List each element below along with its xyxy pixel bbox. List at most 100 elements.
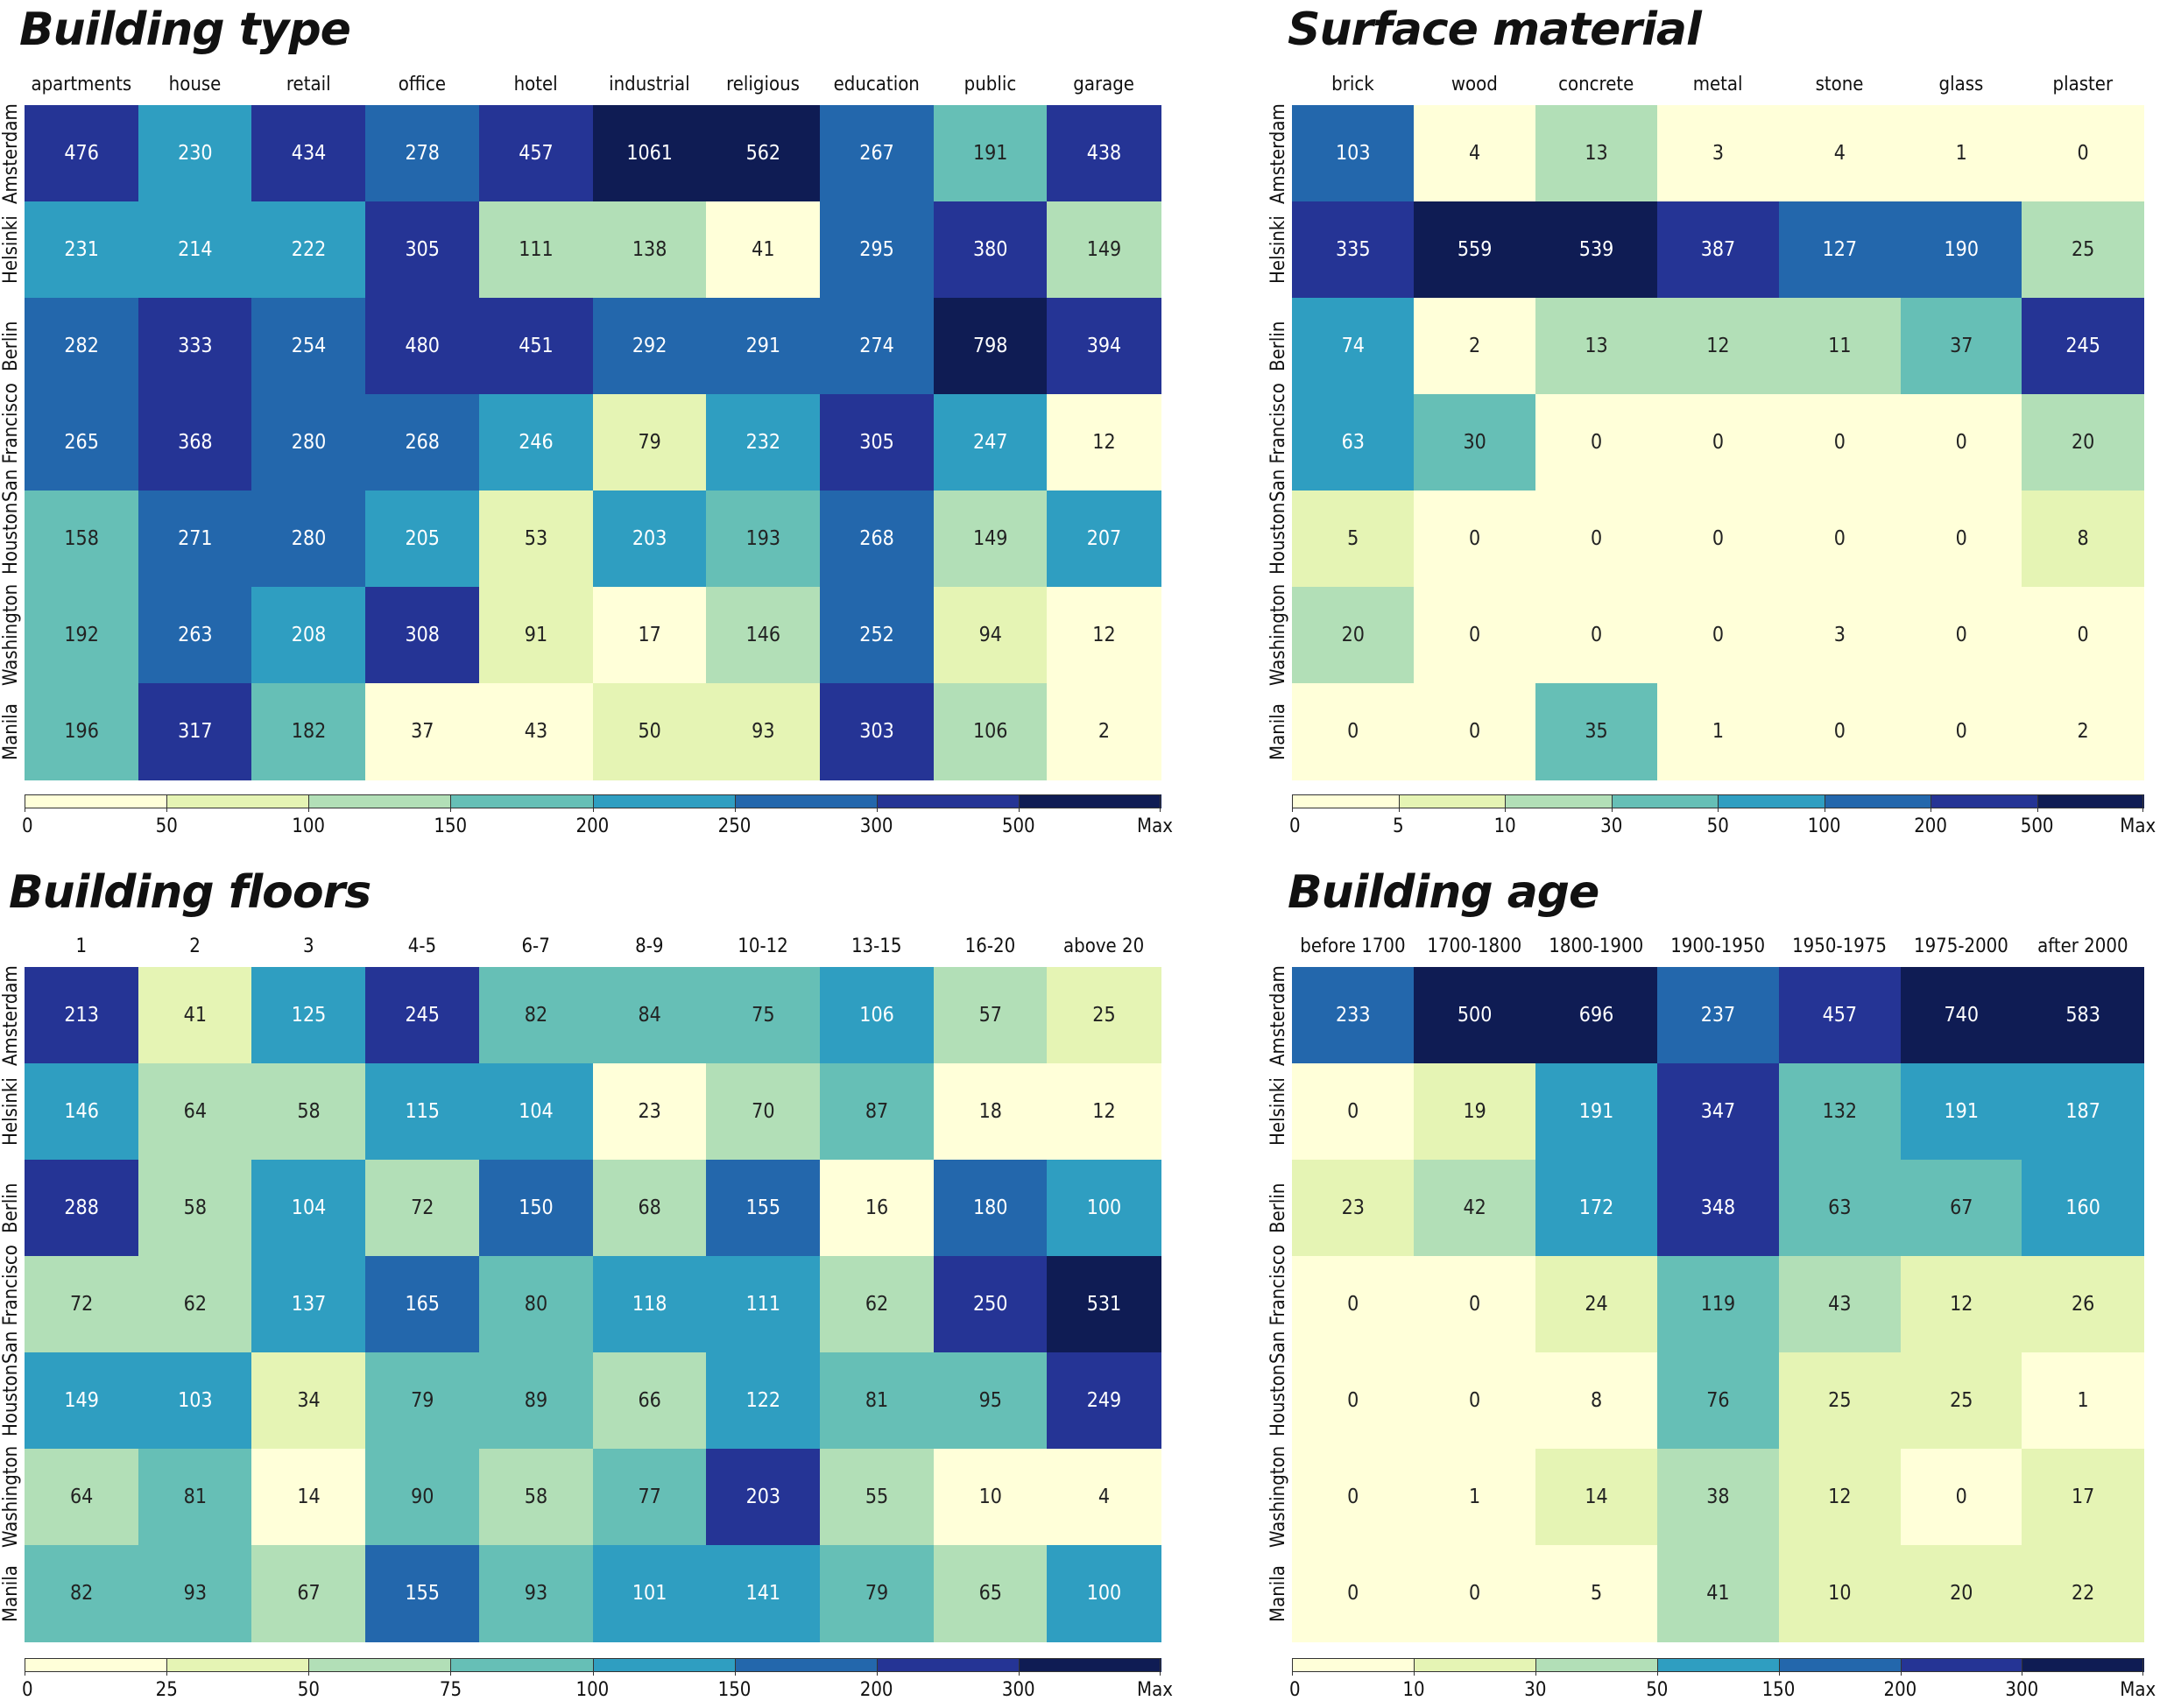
heatmap-cell: 106 xyxy=(819,967,935,1064)
heatmap-cell: 0 xyxy=(1900,587,2022,684)
heatmap-cell: 64 xyxy=(138,1063,252,1161)
row-label: San Francisco xyxy=(0,383,22,502)
heatmap-cell: 2 xyxy=(2022,683,2144,780)
colorbar-swatch xyxy=(1292,794,1400,808)
colorbar-tick xyxy=(734,794,736,812)
colorbar-swatch xyxy=(1018,1658,1161,1672)
heatmap-cell: 222 xyxy=(251,201,366,299)
heatmap-cell: 79 xyxy=(819,1545,935,1642)
colorbar-tick-label: 50 xyxy=(1646,1679,1669,1701)
heatmap-cell: 12 xyxy=(1047,587,1161,684)
heatmap-cell: 68 xyxy=(592,1160,707,1257)
heatmap-cell: 4 xyxy=(1778,105,1902,202)
heatmap-cell: 58 xyxy=(138,1160,252,1257)
heatmap-cell: 10 xyxy=(933,1449,1048,1546)
colorbar-tick-label: 150 xyxy=(717,1679,752,1701)
row-label: Helsinki xyxy=(0,215,22,284)
colorbar-tick-label: 0 xyxy=(22,815,33,837)
column-label: industrial xyxy=(609,74,690,95)
heatmap-cell: 0 xyxy=(1413,1545,1536,1642)
heatmap-cell: 457 xyxy=(478,105,594,202)
column-label: apartments xyxy=(31,74,132,95)
colorbar-tick-label: 100 xyxy=(1807,815,1841,837)
heatmap-cell: 138 xyxy=(592,201,707,299)
column-label: wood xyxy=(1451,74,1498,95)
colorbar-swatch xyxy=(308,794,451,808)
heatmap-cell: 274 xyxy=(819,298,935,395)
heatmap-cell: 111 xyxy=(478,201,594,299)
row-label: Washington xyxy=(0,583,22,686)
colorbar-tick-label: 0 xyxy=(1289,815,1301,837)
colorbar-swatch xyxy=(450,1658,593,1672)
heatmap-cell: 55 xyxy=(819,1449,935,1546)
colorbar-swatch xyxy=(1778,1658,1901,1672)
row-label: Berlin xyxy=(1267,321,1289,371)
heatmap-cell: 155 xyxy=(365,1545,480,1642)
heatmap-cell: 89 xyxy=(478,1352,594,1450)
column-label: 8-9 xyxy=(635,935,664,957)
heatmap-cell: 295 xyxy=(819,201,935,299)
column-label: 13-15 xyxy=(851,935,902,957)
row-label: Houston xyxy=(0,1364,22,1436)
colorbar-tick-label: 150 xyxy=(1761,1679,1796,1701)
colorbar-tick-label: Max xyxy=(1137,815,1173,837)
column-label: education xyxy=(833,74,920,95)
colorbar-swatch xyxy=(450,794,593,808)
heatmap-cell: 193 xyxy=(706,491,821,588)
heatmap-cell: 333 xyxy=(138,298,252,395)
heatmap-cell: 271 xyxy=(138,491,252,588)
colorbar-swatch xyxy=(166,1658,309,1672)
heatmap-cell: 93 xyxy=(706,683,821,780)
heatmap-cell: 0 xyxy=(1900,394,2022,491)
colorbar-swatch xyxy=(734,794,878,808)
heatmap-cell: 25 xyxy=(1778,1352,1902,1450)
heatmap-cell: 268 xyxy=(365,394,480,491)
heatmap-cell: 165 xyxy=(365,1256,480,1353)
heatmap-cell: 476 xyxy=(25,105,139,202)
heatmap-cell: 125 xyxy=(251,967,366,1064)
heatmap-cell: 280 xyxy=(251,394,366,491)
colorbar-tick xyxy=(1398,794,1400,812)
column-label: 4-5 xyxy=(407,935,437,957)
heatmap-cell: 67 xyxy=(1900,1160,2022,1257)
column-label: office xyxy=(398,74,447,95)
heatmap-cell: 106 xyxy=(933,683,1048,780)
heatmap-cell: 187 xyxy=(2022,1063,2144,1161)
column-label: 1700-1800 xyxy=(1427,935,1522,957)
heatmap-cell: 75 xyxy=(706,967,821,1064)
heatmap-cell: 0 xyxy=(1778,683,1902,780)
heatmap-cell: 20 xyxy=(1292,587,1415,684)
heatmap-cell: 13 xyxy=(1535,298,1658,395)
column-label: 1950-1975 xyxy=(1792,935,1887,957)
colorbar-tick xyxy=(1505,794,1507,812)
heatmap-cell: 119 xyxy=(1656,1256,1780,1353)
row-label: Washington xyxy=(1267,583,1289,686)
colorbar-frame xyxy=(1292,1658,2144,1672)
column-label: retail xyxy=(286,74,331,95)
colorbar-tick xyxy=(1656,1658,1658,1676)
heatmap-cell: 1 xyxy=(1656,683,1780,780)
colorbar-tick xyxy=(734,1658,736,1676)
heatmap-cell: 20 xyxy=(2022,394,2144,491)
heatmap-cell: 387 xyxy=(1656,201,1780,299)
colorbar-tick-label: 300 xyxy=(1001,1679,1035,1701)
heatmap-cell: 0 xyxy=(1292,1545,1415,1642)
heatmap-cell: 203 xyxy=(592,491,707,588)
heatmap-cell: 0 xyxy=(1656,394,1780,491)
colorbar-swatch xyxy=(1292,1658,1415,1672)
heatmap-cell: 305 xyxy=(365,201,480,299)
heatmap-cell: 104 xyxy=(478,1063,594,1161)
colorbar-tick-label: 200 xyxy=(575,815,610,837)
heatmap-cell: 480 xyxy=(365,298,480,395)
heatmap-cell: 500 xyxy=(1413,967,1536,1064)
colorbar-tick xyxy=(1900,1658,1902,1676)
heatmap-cell: 247 xyxy=(933,394,1048,491)
colorbar-tick xyxy=(876,1658,878,1676)
heatmap-cell: 231 xyxy=(25,201,139,299)
heatmap-cell: 146 xyxy=(25,1063,139,1161)
heatmap-cell: 214 xyxy=(138,201,252,299)
heatmap-cell: 0 xyxy=(2022,587,2144,684)
colorbar-tick-label: 500 xyxy=(2020,815,2054,837)
heatmap-cell: 237 xyxy=(1656,967,1780,1064)
heatmap-cell: 63 xyxy=(1292,394,1415,491)
